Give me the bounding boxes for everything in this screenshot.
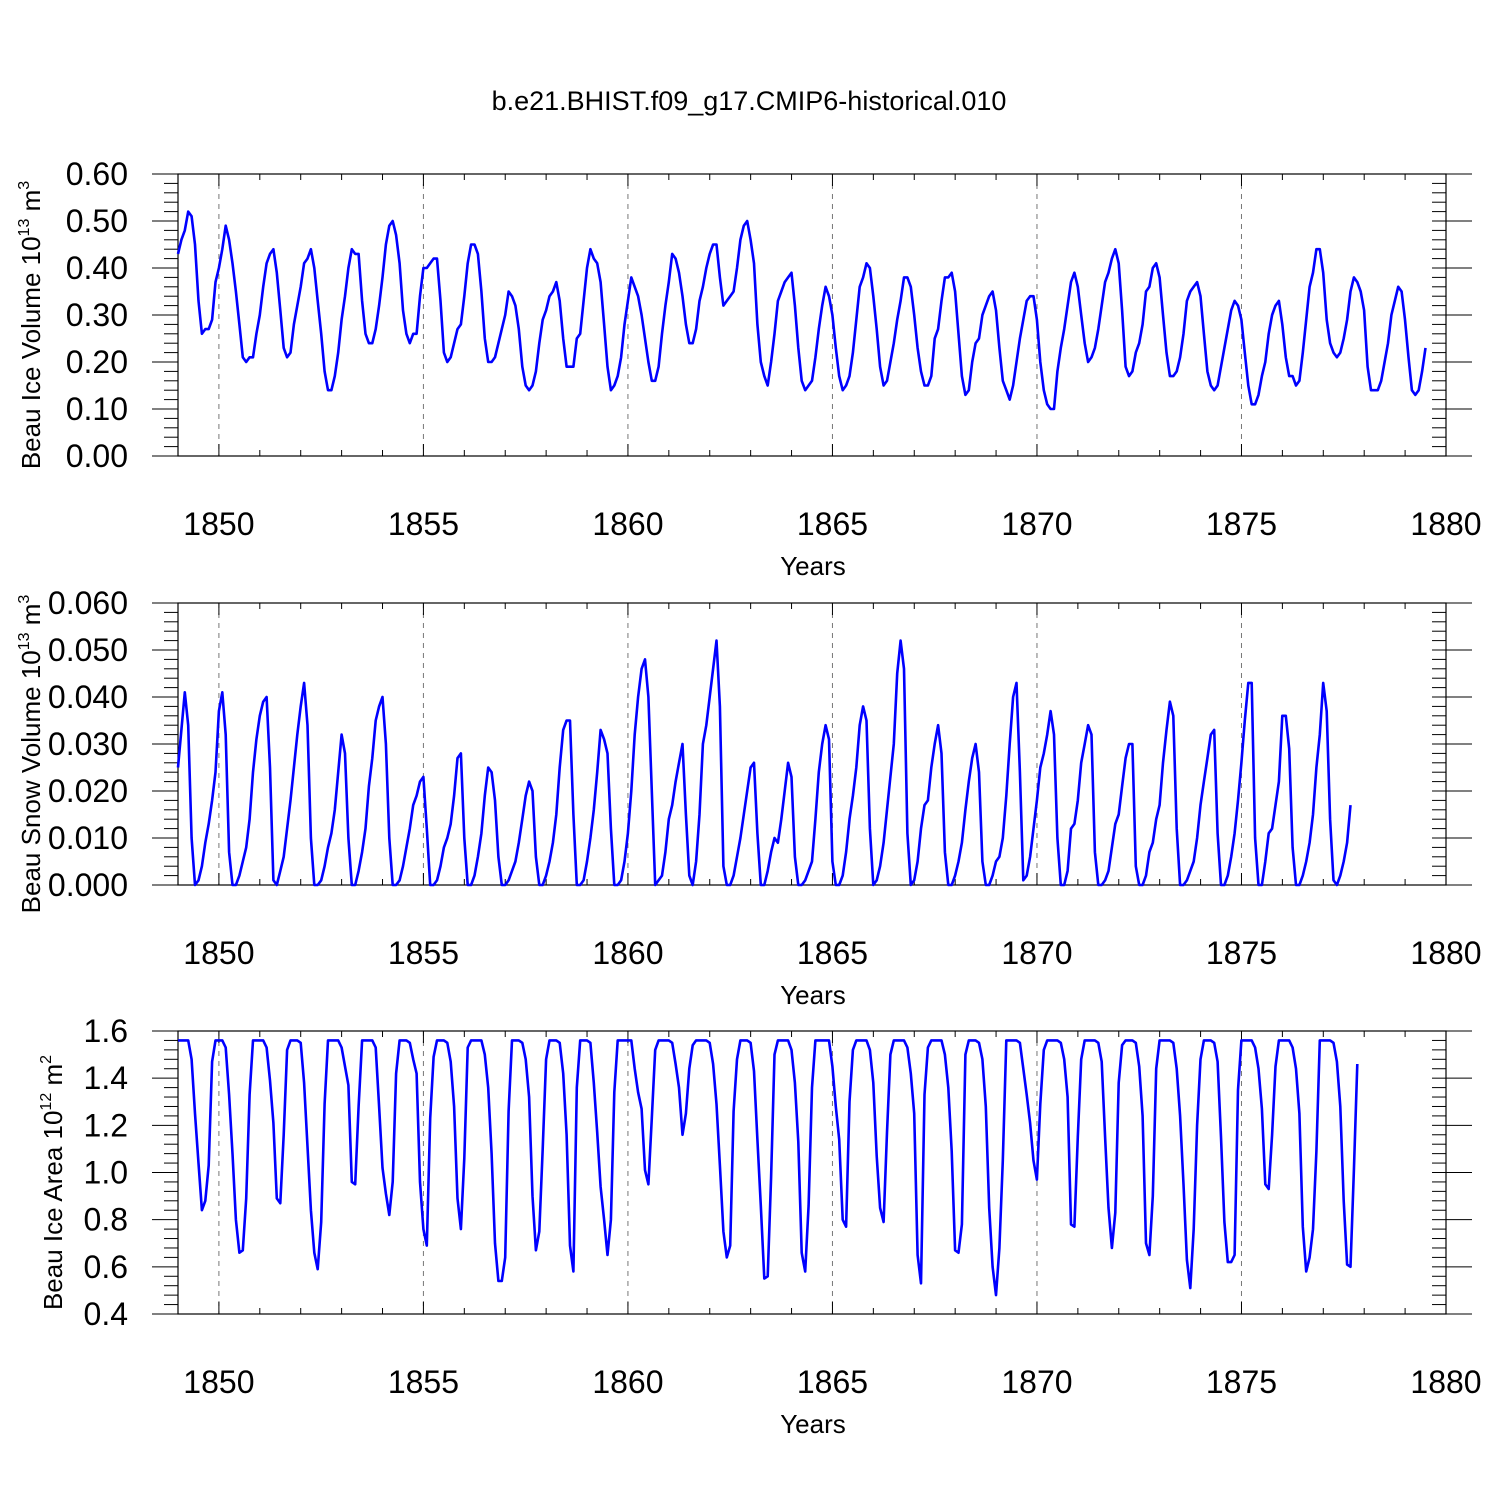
panel-1: 0.00 0.10 0.20 0.30 0.40 0.50 0.60 1850 1855 1860… (16, 156, 1482, 581)
x-tick-label: 1860 (592, 935, 663, 971)
y-tick-label: 0.20 (66, 344, 128, 380)
x-tick-label: 1855 (388, 935, 459, 971)
x-tick-label: 1865 (797, 935, 868, 971)
series-line (176, 639, 1352, 887)
x-tick-label: 1860 (592, 506, 663, 542)
x-tick-label: 1850 (183, 506, 254, 542)
y-tick-label: 0.00 (66, 438, 128, 474)
y-tick-label: 0.040 (48, 679, 128, 715)
x-axis-label: Years (780, 551, 846, 581)
y-tick-label: 0.020 (48, 773, 128, 809)
y-axis-label: Beau Ice Area 1012 m2 (38, 1055, 68, 1310)
y-tick-label: 0.6 (84, 1249, 128, 1285)
panel-2: 0.000 0.010 0.020 0.030 0.040 0.050 0.060 1850 1… (16, 585, 1482, 1010)
series-line (178, 1039, 1359, 1297)
x-tick-label: 1850 (183, 935, 254, 971)
y-tick-label: 0.60 (66, 156, 128, 192)
x-tick-label: 1865 (797, 1364, 868, 1400)
y-axis-label: Beau Ice Volume 1013 m3 (16, 181, 46, 469)
y-tick-label: 0.010 (48, 820, 128, 856)
x-tick-label: 1870 (1001, 506, 1072, 542)
x-tick-label: 1880 (1410, 506, 1481, 542)
y-tick-label: 0.8 (84, 1202, 128, 1238)
x-tick-label: 1880 (1410, 1364, 1481, 1400)
series-line (176, 210, 1427, 411)
panel-3: 0.4 0.6 0.8 1.0 1.2 1.4 1.6 1850 1855 1860 1865 187… (38, 1013, 1482, 1439)
y-tick-label: 0.050 (48, 632, 128, 668)
x-tick-label: 1875 (1206, 506, 1277, 542)
y-tick-label: 1.4 (84, 1060, 128, 1096)
x-tick-label: 1865 (797, 506, 868, 542)
plot-frame (177, 173, 1447, 457)
y-tick-label: 0.4 (84, 1296, 128, 1332)
x-tick-label: 1855 (388, 506, 459, 542)
y-tick-label: 0.30 (66, 297, 128, 333)
panels: 0.00 0.10 0.20 0.30 0.40 0.50 0.60 1850 1855 1860… (16, 156, 1482, 1439)
y-tick-label: 0.10 (66, 391, 128, 427)
x-axis-label: Years (780, 980, 846, 1010)
y-tick-label: 1.0 (84, 1155, 128, 1191)
x-tick-label: 1880 (1410, 935, 1481, 971)
x-tick-label: 1850 (183, 1364, 254, 1400)
y-axis-label: Beau Snow Volume 1013 m3 (16, 595, 46, 914)
x-tick-label: 1875 (1206, 1364, 1277, 1400)
figure-title: b.e21.BHIST.f09_g17.CMIP6-historical.010 (492, 86, 1007, 116)
x-axis-label: Years (780, 1409, 846, 1439)
x-tick-label: 1860 (592, 1364, 663, 1400)
y-tick-label: 0.40 (66, 250, 128, 286)
y-tick-label: 0.030 (48, 726, 128, 762)
y-tick-label: 1.6 (84, 1013, 128, 1049)
y-tick-label: 1.2 (84, 1107, 128, 1143)
y-tick-label: 0.000 (48, 867, 128, 903)
y-tick-label: 0.060 (48, 585, 128, 621)
x-tick-label: 1870 (1001, 935, 1072, 971)
x-tick-label: 1855 (388, 1364, 459, 1400)
y-tick-label: 0.50 (66, 203, 128, 239)
x-tick-label: 1870 (1001, 1364, 1072, 1400)
x-tick-label: 1875 (1206, 935, 1277, 971)
